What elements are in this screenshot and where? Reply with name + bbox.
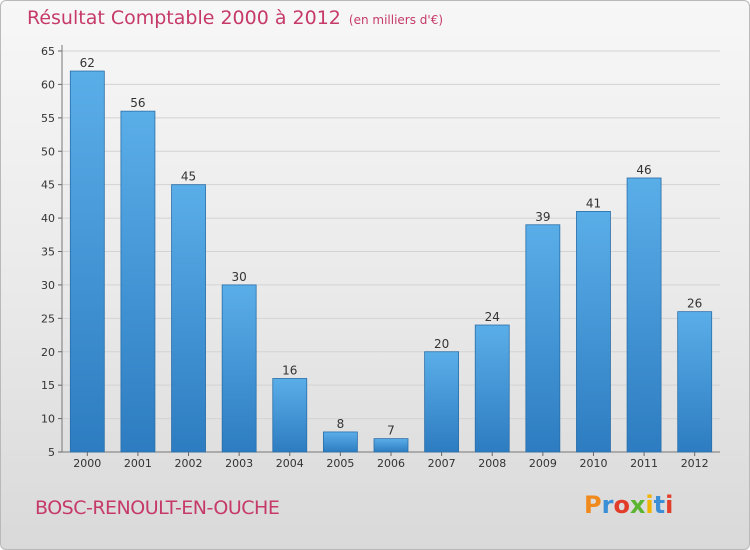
logo-letter: t <box>653 491 666 519</box>
data-label-2010: 41 <box>586 196 601 210</box>
bar-2002 <box>171 184 206 453</box>
y-tick-label: 20 <box>41 346 55 359</box>
bar-2003 <box>221 284 257 453</box>
x-tick-label-2004: 2004 <box>276 457 304 470</box>
logo-letter: i <box>645 491 654 519</box>
x-tick-label-2000: 2000 <box>73 457 101 470</box>
x-tick-label-2012: 2012 <box>681 457 709 470</box>
bar-2000 <box>69 70 105 453</box>
y-tick-label: 40 <box>41 212 55 225</box>
x-tick-label-2003: 2003 <box>225 457 253 470</box>
y-tick-label: 25 <box>41 312 55 325</box>
data-label-2006: 7 <box>387 424 395 438</box>
bar-2009 <box>525 224 561 453</box>
data-label-2008: 24 <box>485 310 500 324</box>
bar-2004 <box>272 378 308 453</box>
x-tick-label-2002: 2002 <box>175 457 203 470</box>
proxiti-logo: Proxiti <box>584 491 673 519</box>
bar-2008 <box>474 324 510 453</box>
y-tick-label: 50 <box>41 145 55 158</box>
y-tick-label: 65 <box>41 45 55 58</box>
x-tick-label-2009: 2009 <box>529 457 557 470</box>
chart-title: Résultat Comptable 2000 à 2012 (en millie… <box>27 7 443 29</box>
bar-2007 <box>424 351 460 453</box>
data-label-2002: 45 <box>181 170 196 184</box>
data-label-2007: 20 <box>434 337 449 351</box>
logo-letter: i <box>665 491 674 519</box>
bar-2001 <box>120 110 156 453</box>
logo-letter: P <box>584 491 602 519</box>
logo-letter: r <box>601 491 614 519</box>
y-tick-label: 60 <box>41 78 55 91</box>
data-label-2012: 26 <box>687 297 702 311</box>
bar-2011 <box>626 177 662 453</box>
x-tick-label-2010: 2010 <box>579 457 607 470</box>
data-label-2000: 62 <box>80 56 95 70</box>
x-tick-label-2006: 2006 <box>377 457 405 470</box>
x-tick-label-2008: 2008 <box>478 457 506 470</box>
y-tick-label: 15 <box>41 379 55 392</box>
x-tick-label-2011: 2011 <box>630 457 658 470</box>
x-tick-label-2001: 2001 <box>124 457 152 470</box>
bar-2012 <box>677 311 713 453</box>
y-tick-label: 55 <box>41 112 55 125</box>
y-tick-label: 5 <box>48 446 55 459</box>
y-tick-label: 35 <box>41 246 55 259</box>
y-tick-label: 45 <box>41 179 55 192</box>
data-label-2011: 46 <box>636 163 651 177</box>
bar-2006 <box>373 438 409 453</box>
data-label-2009: 39 <box>535 210 550 224</box>
data-label-2003: 30 <box>232 270 247 284</box>
data-label-2005: 8 <box>337 417 345 431</box>
logo-letter: o <box>613 491 630 519</box>
bar-2005 <box>322 431 358 453</box>
data-label-2004: 16 <box>282 363 297 377</box>
x-tick-label-2005: 2005 <box>326 457 354 470</box>
x-tick-label-2007: 2007 <box>428 457 456 470</box>
y-tick-label: 30 <box>41 279 55 292</box>
bar-2010 <box>576 210 611 453</box>
logo-letter: x <box>629 491 646 519</box>
y-tick-label: 10 <box>41 413 55 426</box>
data-label-2001: 56 <box>130 96 145 110</box>
chart-subtitle: (en milliers d'€) <box>348 13 444 27</box>
town-name: BOSC-RENOULT-EN-OUCHE <box>35 497 280 519</box>
chart-title-text: Résultat Comptable 2000 à 2012 <box>27 7 341 29</box>
